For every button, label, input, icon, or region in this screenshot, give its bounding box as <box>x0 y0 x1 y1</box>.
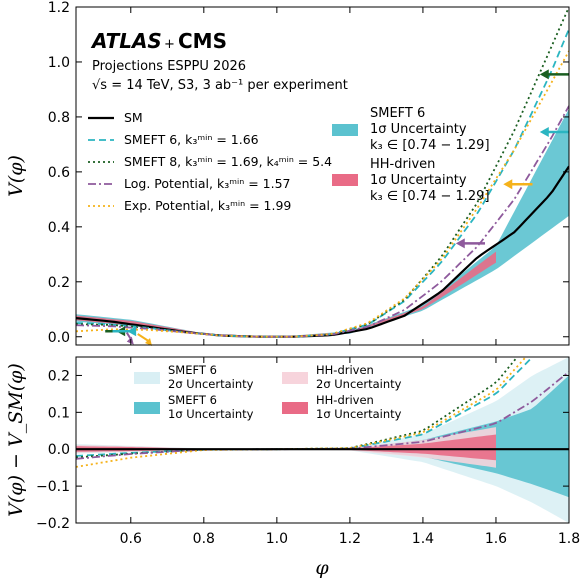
bottom-legend-swatch-3 <box>282 402 308 414</box>
hh-band-sigma: 1σ Uncertainty <box>370 173 467 188</box>
bot-xtick-label: 1.4 <box>412 531 434 547</box>
top-ytick-label: 0.2 <box>48 275 70 291</box>
smeft6-band-title: SMEFT 6 <box>370 106 425 121</box>
top-arrows <box>105 69 569 347</box>
top-series-line-4 <box>76 50 569 338</box>
plus-label: + <box>164 37 175 52</box>
bot-band-3 <box>76 434 496 461</box>
projection-label: Projections ESPPU 2026 <box>92 59 246 74</box>
bot-ytick-label: 0.2 <box>48 368 70 384</box>
top-series-lines <box>76 7 569 338</box>
bot-ytick-label: 0.0 <box>48 442 70 458</box>
bottom-legend-swatch-2 <box>282 372 308 384</box>
top-ytick-label: 1.2 <box>48 0 70 16</box>
bot-ytick-label: 0.1 <box>48 405 70 421</box>
top-band-1 <box>76 251 496 337</box>
hh-band-swatch <box>332 174 358 186</box>
legend-label-1: SMEFT 6, k₃ᵐⁱⁿ = 1.66 <box>124 132 259 147</box>
bottom-legend-swatch-1 <box>134 402 160 414</box>
bot-xtick-label: 0.6 <box>120 531 142 547</box>
arrow-head-7 <box>145 338 153 347</box>
band-legend: SMEFT 6 1σ Uncertainty k₃ ∈ [0.74 − 1.29… <box>332 106 490 204</box>
top-plot-frame <box>75 6 570 346</box>
arrow-head-0 <box>539 69 549 80</box>
bot-xtick-label: 1.6 <box>485 531 507 547</box>
bottom-y-ticks: −0.2 −0.1 0.0 0.1 0.2 <box>36 368 569 532</box>
x-axis-label: φ <box>315 557 329 579</box>
bottom-y-axis-label: V(φ) − V_SM(φ) <box>5 363 27 517</box>
bottom-x-ticks: 0.6 0.8 1.0 1.2 1.4 1.6 1.8 <box>120 357 580 547</box>
bot-ytick-label: −0.2 <box>36 516 70 532</box>
bot-xtick-label: 1.0 <box>266 531 288 547</box>
bot-ytick-label: −0.1 <box>36 479 70 495</box>
top-ytick-label: 0.6 <box>48 165 70 181</box>
energy-label: √s = 14 TeV, S3, 3 ab⁻¹ per experiment <box>92 78 348 93</box>
smeft6-band-sigma: 1σ Uncertainty <box>370 122 467 137</box>
bottom-plot-frame <box>75 356 570 524</box>
top-y-ticks: 0.0 0.2 0.4 0.6 0.8 1.0 1.2 <box>48 0 569 346</box>
top-series-line-2 <box>76 7 569 338</box>
bottom-legend-swatch-0 <box>134 372 160 384</box>
arrow-head-5 <box>127 326 137 337</box>
bottom-legend-sigma-3: 1σ Uncertainty <box>316 407 402 421</box>
top-ytick-label: 0.4 <box>48 220 70 236</box>
top-ytick-label: 0.8 <box>48 110 70 126</box>
experiment-annotation: ATLAS + CMS Projections ESPPU 2026 √s = … <box>90 29 348 93</box>
top-ytick-label: 1.0 <box>48 55 70 71</box>
bot-xtick-label: 1.8 <box>558 531 580 547</box>
hh-band-title: HH-driven <box>370 157 435 172</box>
bottom-legend-title-1: SMEFT 6 <box>168 393 217 407</box>
arrow-head-1 <box>539 127 549 138</box>
top-ytick-label: 0.0 <box>48 330 70 346</box>
bottom-series-lines <box>76 357 569 468</box>
top-legend: SM SMEFT 6, k₃ᵐⁱⁿ = 1.66 SMEFT 8, k₃ᵐⁱⁿ = … <box>88 110 332 213</box>
legend-label-4: Exp. Potential, k₃ᵐⁱⁿ = 1.99 <box>124 198 291 213</box>
bottom-legend-title-3: HH-driven <box>316 393 374 407</box>
hh-band-range: k₃ ∈ [0.74 − 1.29] <box>370 189 490 204</box>
bottom-uncertainty-bands <box>76 357 569 523</box>
legend-label-0: SM <box>124 110 143 125</box>
top-x-ticks <box>130 7 570 345</box>
bottom-legend-sigma-0: 2σ Uncertainty <box>168 377 254 391</box>
bottom-panel: −0.2−0.10.00.10.2 0.6 0.8 1.0 1.2 1.4 1.6 1.8 … <box>36 356 580 547</box>
bottom-legend-title-0: SMEFT 6 <box>168 363 217 377</box>
arrow-head-3 <box>455 238 465 249</box>
bot-xtick-label: 1.2 <box>339 531 361 547</box>
atlas-label: ATLAS <box>90 29 162 53</box>
legend-label-3: Log. Potential, k₃ᵐⁱⁿ = 1.57 <box>124 176 291 191</box>
cms-label: CMS <box>178 29 227 53</box>
bot-xtick-label: 0.8 <box>193 531 215 547</box>
bottom-legend-title-2: HH-driven <box>316 363 374 377</box>
arrow-head-2 <box>503 179 513 190</box>
smeft6-band-range: k₃ ∈ [0.74 − 1.29] <box>370 138 490 153</box>
bottom-legend-sigma-1: 1σ Uncertainty <box>168 407 254 421</box>
smeft6-band-swatch <box>332 124 358 136</box>
legend-label-2: SMEFT 8, k₃ᵐⁱⁿ = 1.69, k₄ᵐⁱⁿ = 5.4 <box>124 154 332 169</box>
top-y-axis-label: V(φ) <box>5 155 27 197</box>
top-panel: 0.0 0.2 0.4 0.6 0.8 1.0 1.2 ATLAS + CMS Projec… <box>48 0 570 347</box>
bottom-legend-sigma-2: 2σ Uncertainty <box>316 377 402 391</box>
